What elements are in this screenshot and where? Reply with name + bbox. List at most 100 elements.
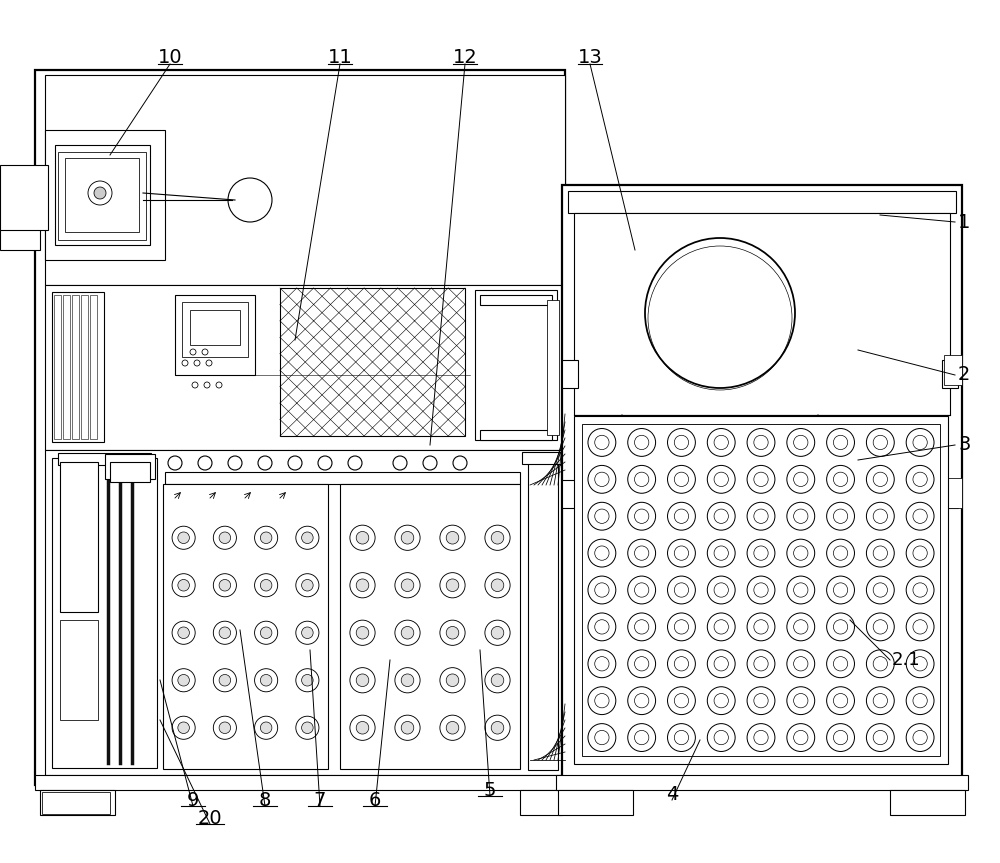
- Bar: [105, 454, 155, 479]
- Text: 2.1: 2.1: [892, 651, 921, 669]
- Bar: [175, 295, 255, 375]
- Bar: [63, 295, 70, 439]
- Circle shape: [356, 674, 369, 687]
- Circle shape: [491, 627, 504, 639]
- Bar: [45, 450, 565, 775]
- Text: 3: 3: [958, 436, 970, 455]
- Bar: [72, 295, 79, 439]
- Circle shape: [178, 579, 189, 591]
- Text: 5: 5: [484, 780, 496, 799]
- Bar: [574, 213, 950, 415]
- Circle shape: [446, 674, 459, 687]
- Bar: [54, 295, 61, 439]
- Circle shape: [491, 721, 504, 734]
- Text: 9: 9: [187, 791, 199, 809]
- Circle shape: [401, 627, 414, 639]
- Bar: [182, 302, 248, 357]
- Bar: [58, 453, 151, 465]
- Circle shape: [219, 675, 231, 686]
- Text: 13: 13: [578, 48, 602, 67]
- Circle shape: [446, 627, 459, 639]
- Circle shape: [356, 721, 369, 734]
- Bar: [522, 452, 562, 464]
- Text: 8: 8: [259, 791, 271, 809]
- Circle shape: [302, 627, 313, 639]
- Circle shape: [219, 532, 231, 544]
- Circle shape: [219, 722, 231, 734]
- Bar: [40, 790, 115, 815]
- Bar: [562, 360, 578, 388]
- Circle shape: [401, 674, 414, 687]
- Circle shape: [446, 532, 459, 544]
- Bar: [480, 430, 552, 440]
- Text: 12: 12: [453, 48, 477, 67]
- Bar: [280, 288, 465, 436]
- Circle shape: [219, 579, 231, 591]
- Bar: [58, 152, 146, 240]
- Circle shape: [260, 675, 272, 686]
- Circle shape: [491, 674, 504, 687]
- Circle shape: [446, 579, 459, 591]
- Bar: [81, 295, 88, 439]
- Bar: [35, 775, 565, 790]
- Bar: [562, 480, 578, 508]
- Text: 20: 20: [198, 809, 222, 828]
- Circle shape: [401, 721, 414, 734]
- Bar: [42, 792, 110, 814]
- Text: 4: 4: [666, 785, 678, 804]
- Bar: [45, 130, 165, 260]
- Text: 2: 2: [958, 366, 970, 385]
- Circle shape: [302, 579, 313, 591]
- Text: 10: 10: [158, 48, 182, 67]
- Circle shape: [302, 532, 313, 544]
- Bar: [574, 416, 948, 764]
- Bar: [528, 458, 558, 770]
- Bar: [475, 290, 557, 440]
- Bar: [60, 462, 98, 612]
- Bar: [165, 472, 520, 484]
- Circle shape: [491, 532, 504, 544]
- Bar: [190, 310, 240, 345]
- Bar: [45, 75, 565, 285]
- Bar: [558, 790, 633, 815]
- Circle shape: [219, 627, 231, 639]
- Bar: [340, 484, 520, 769]
- Circle shape: [260, 627, 272, 639]
- Bar: [547, 300, 559, 435]
- Bar: [52, 292, 104, 442]
- Bar: [480, 295, 552, 305]
- Bar: [582, 424, 940, 756]
- Bar: [90, 295, 97, 439]
- Bar: [65, 158, 139, 232]
- Text: 1: 1: [958, 212, 970, 231]
- Circle shape: [260, 532, 272, 544]
- Bar: [60, 620, 98, 720]
- Circle shape: [302, 722, 313, 734]
- Bar: [163, 484, 328, 769]
- Bar: [942, 480, 958, 508]
- Bar: [45, 285, 565, 450]
- Circle shape: [260, 722, 272, 734]
- Circle shape: [446, 721, 459, 734]
- Circle shape: [178, 627, 189, 639]
- Bar: [52, 458, 157, 768]
- Bar: [556, 775, 968, 790]
- Circle shape: [94, 187, 106, 199]
- Bar: [942, 360, 958, 388]
- Circle shape: [178, 675, 189, 686]
- Circle shape: [356, 579, 369, 591]
- Circle shape: [178, 722, 189, 734]
- Circle shape: [401, 579, 414, 591]
- Bar: [944, 355, 962, 385]
- Bar: [562, 185, 962, 785]
- Circle shape: [356, 532, 369, 544]
- Bar: [568, 191, 956, 213]
- Text: 11: 11: [328, 48, 352, 67]
- Bar: [890, 790, 965, 815]
- Bar: [0, 170, 40, 250]
- Bar: [55, 145, 150, 245]
- Bar: [520, 790, 562, 815]
- Circle shape: [302, 675, 313, 686]
- Bar: [110, 462, 150, 482]
- Circle shape: [178, 532, 189, 544]
